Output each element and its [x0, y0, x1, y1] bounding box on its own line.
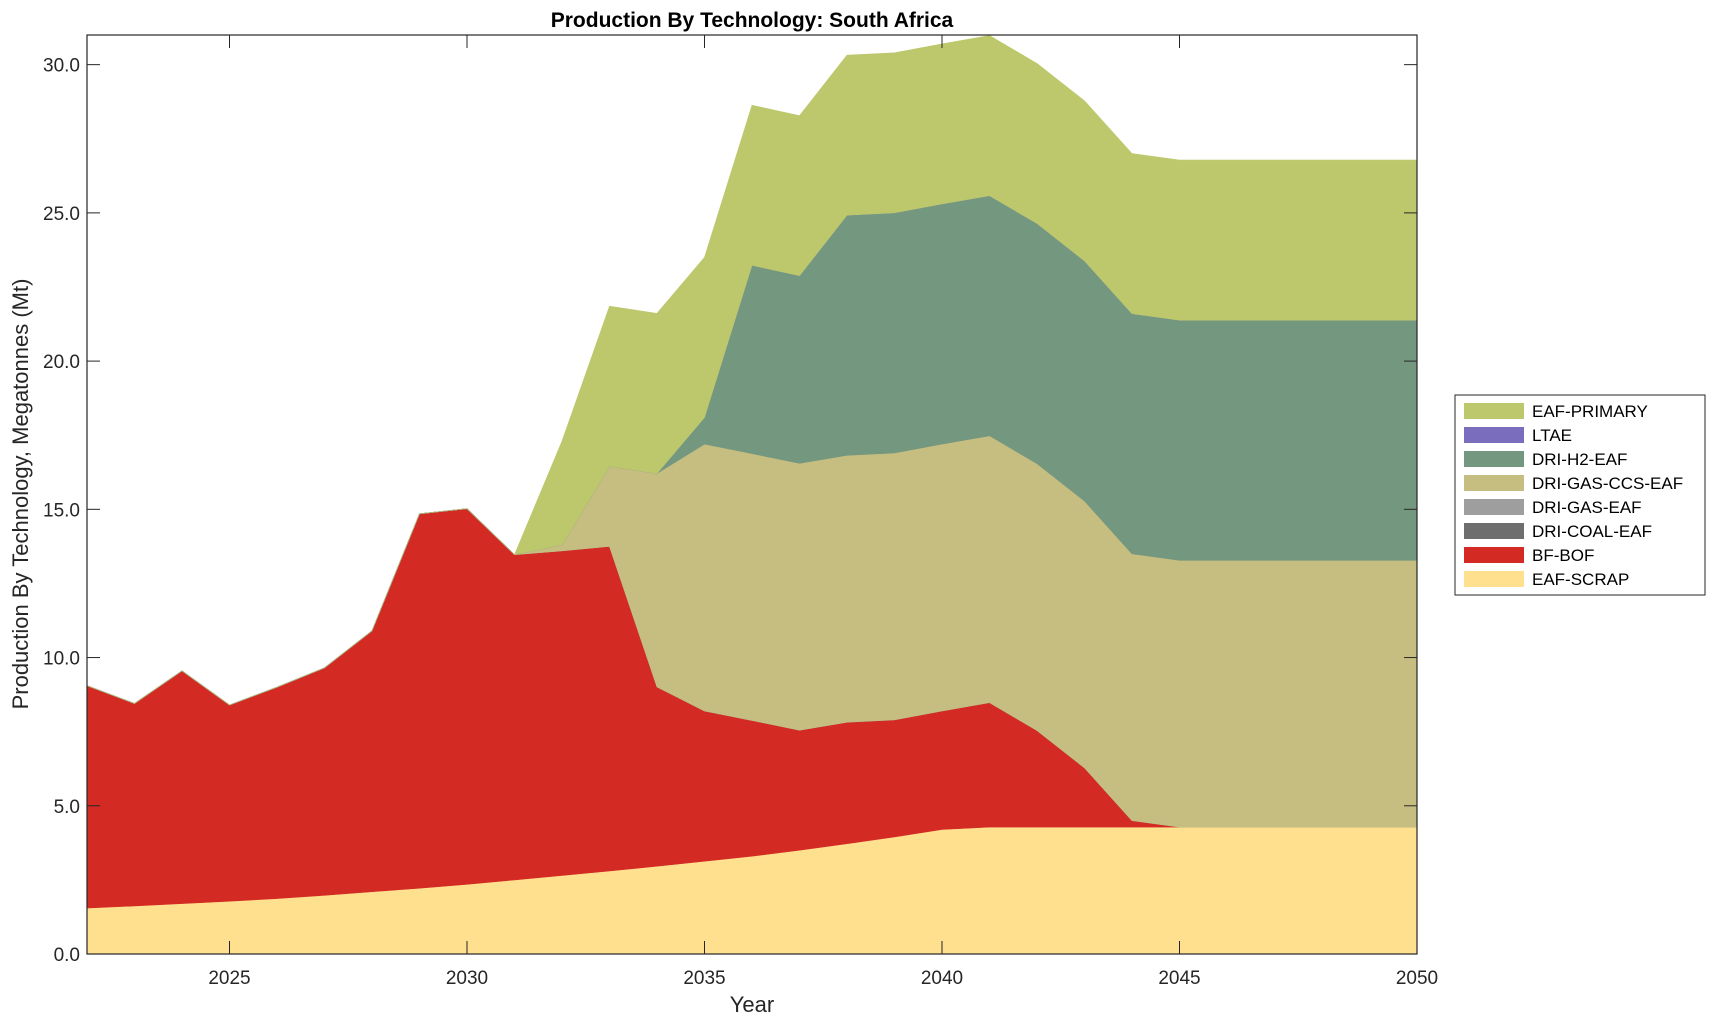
legend-label: DRI-H2-EAF: [1532, 450, 1627, 469]
y-tick-label: 10.0: [43, 649, 80, 670]
y-tick-label: 20.0: [43, 352, 80, 373]
y-tick-label: 30.0: [43, 56, 80, 77]
x-axis-label: Year: [730, 992, 774, 1017]
y-tick-label: 25.0: [43, 204, 80, 225]
legend-label: EAF-SCRAP: [1532, 570, 1629, 589]
x-tick-label: 2030: [446, 968, 488, 989]
x-tick-label: 2025: [208, 968, 250, 989]
legend-label: BF-BOF: [1532, 546, 1594, 565]
y-tick-label: 0.0: [54, 945, 80, 966]
chart-title: Production By Technology: South Africa: [551, 9, 954, 32]
legend-swatch: [1464, 475, 1524, 491]
x-tick-label: 2045: [1158, 968, 1200, 989]
stacked-areas: [86, 35, 1418, 955]
x-tick-label: 2050: [1396, 968, 1438, 989]
legend-label: DRI-GAS-EAF: [1532, 498, 1642, 517]
legend-swatch: [1464, 403, 1524, 419]
legend-label: DRI-COAL-EAF: [1532, 522, 1652, 541]
y-tick-label: 15.0: [43, 500, 80, 521]
y-tick-label: 5.0: [54, 797, 80, 818]
y-axis-label: Production By Technology, Megatonnes (Mt…: [8, 279, 33, 710]
legend-label: EAF-PRIMARY: [1532, 402, 1648, 421]
legend-swatch: [1464, 499, 1524, 515]
legend-box: [1454, 394, 1706, 596]
legend-swatch: [1464, 427, 1524, 443]
legend-swatch: [1464, 571, 1524, 587]
x-tick-label: 2040: [921, 968, 963, 989]
legend-swatch: [1464, 451, 1524, 467]
x-tick-label: 2035: [683, 968, 725, 989]
legend-swatch: [1464, 523, 1524, 539]
plot-frame: [86, 34, 1418, 955]
legend-label: LTAE: [1532, 426, 1572, 445]
legend-label: DRI-GAS-CCS-EAF: [1532, 474, 1683, 493]
legend: EAF-PRIMARY LTAE DRI-H2-EAF DRI-GAS-CCS-EAF…: [1454, 394, 1706, 596]
legend-swatch: [1464, 547, 1524, 563]
axis-ticks: 2025 2030 2035 2040 2045 2050 0.0 5.0 10.0 15.0 20…: [43, 35, 1438, 989]
